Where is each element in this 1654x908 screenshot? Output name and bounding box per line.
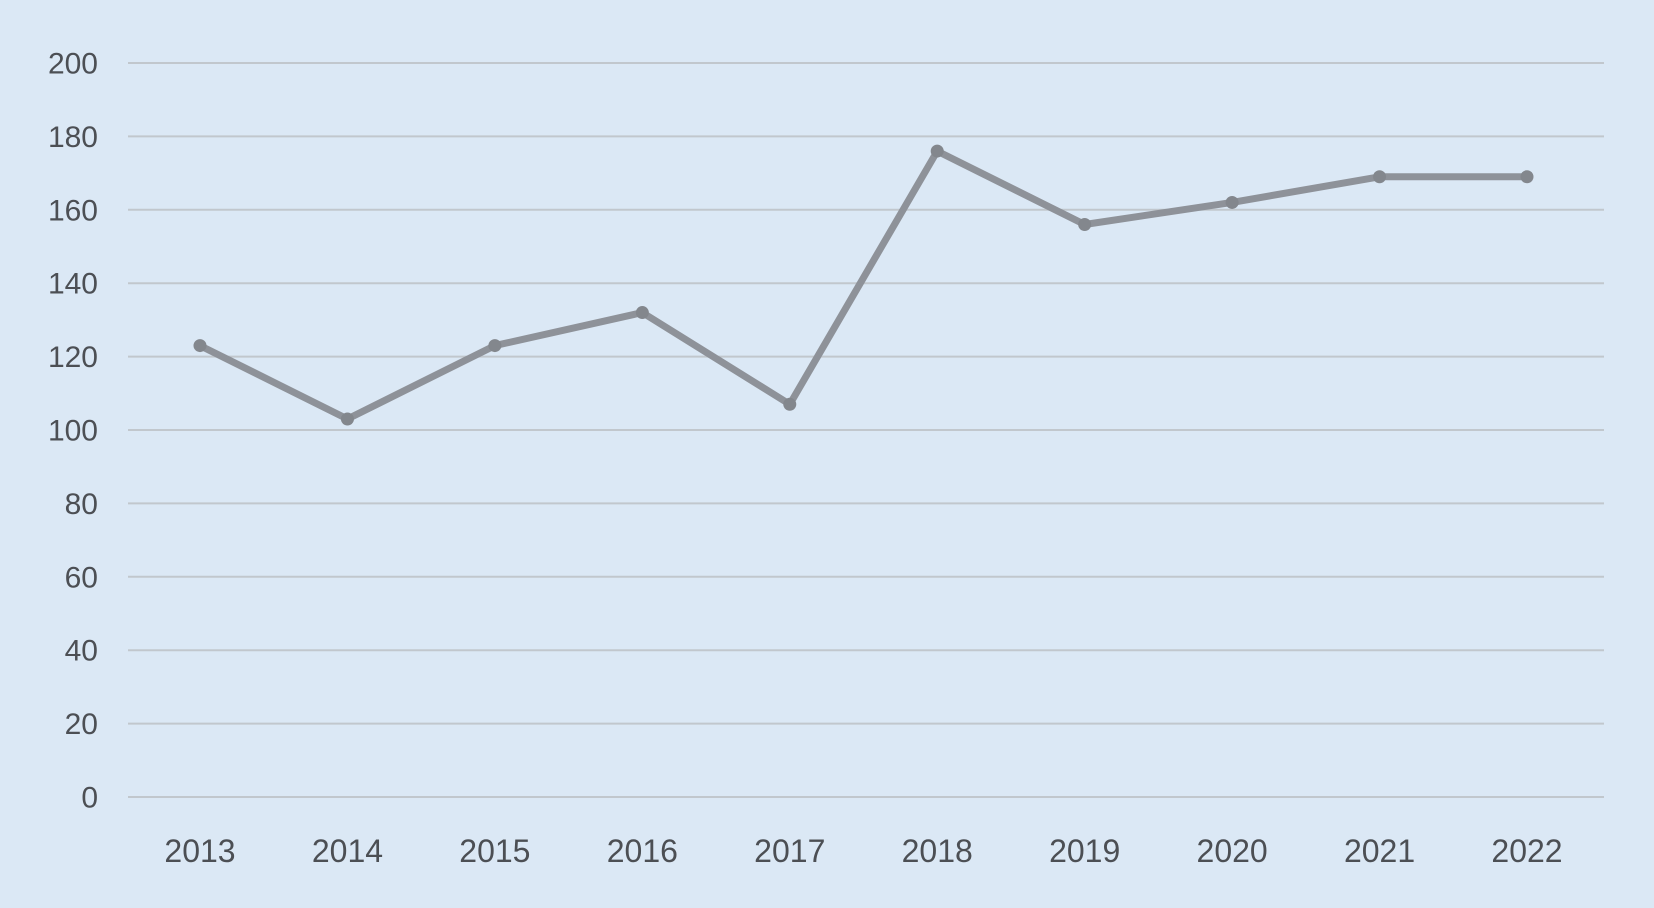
gridlines-group (128, 62, 1604, 798)
y-axis-tick-label: 140 (48, 268, 98, 301)
data-point-marker (930, 144, 944, 158)
y-axis-labels-group: 0 20 40 60 80 100 120 140 160 180 200 (48, 48, 98, 815)
x-axis-labels-group: 2013 2014 2015 2016 2017 2018 2019 2020 2021 2022 (164, 833, 1562, 869)
y-axis-tick-label: 160 (48, 194, 98, 227)
y-axis-tick-label: 80 (65, 488, 98, 521)
data-point-marker (783, 397, 797, 411)
y-axis-tick-label: 60 (65, 561, 98, 594)
series-group (193, 144, 1534, 426)
y-axis-tick-label: 0 (81, 782, 98, 815)
series-line (196, 147, 1531, 423)
x-axis-tick-label: 2018 (902, 833, 973, 869)
x-axis-tick-label: 2021 (1344, 833, 1415, 869)
x-axis-tick-label: 2016 (607, 833, 678, 869)
y-axis-tick-label: 20 (65, 708, 98, 741)
y-axis-tick-label: 180 (48, 121, 98, 154)
y-axis-tick-label: 120 (48, 341, 98, 374)
x-axis-tick-label: 2019 (1049, 833, 1120, 869)
y-axis-tick-label: 200 (48, 48, 98, 81)
data-point-marker (1078, 217, 1092, 231)
data-point-marker (1225, 195, 1239, 209)
x-axis-tick-label: 2013 (164, 833, 235, 869)
x-axis-tick-label: 2017 (754, 833, 825, 869)
data-point-marker (340, 412, 354, 426)
x-axis-tick-label: 2014 (312, 833, 383, 869)
data-point-marker (193, 339, 207, 353)
y-axis-tick-label: 40 (65, 635, 98, 668)
x-axis-tick-label: 2022 (1491, 833, 1562, 869)
data-point-marker (1373, 170, 1387, 184)
y-axis-tick-label: 100 (48, 415, 98, 448)
data-point-marker (1520, 170, 1534, 184)
data-point-marker (635, 306, 649, 320)
x-axis-tick-label: 2020 (1197, 833, 1268, 869)
x-axis-tick-label: 2015 (459, 833, 530, 869)
data-point-marker (488, 339, 502, 353)
